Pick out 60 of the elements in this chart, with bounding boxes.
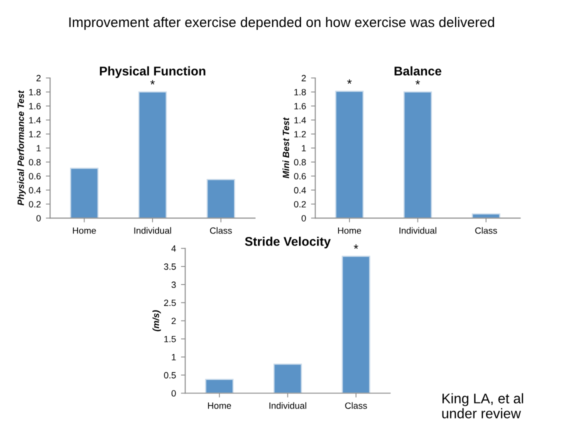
x-tick-label: Home <box>208 402 232 409</box>
y-tick-label: 0.4 <box>28 187 41 194</box>
chart-title: Stride Velocity <box>244 236 331 248</box>
y-tick-label: 0.6 <box>28 173 41 180</box>
x-tick-label: Class <box>475 227 498 234</box>
bar <box>206 179 236 218</box>
y-tick-label: 1.6 <box>294 102 306 110</box>
y-tick-label: 2 <box>36 74 41 82</box>
bar <box>335 90 364 218</box>
y-tick-label: 0.2 <box>294 201 306 208</box>
y-tick-label: 1.6 <box>29 102 41 110</box>
y-tick-label: 1.8 <box>294 88 306 96</box>
y-tick-label: 0.8 <box>28 159 41 166</box>
y-tick-label: 1 <box>36 145 41 152</box>
bar <box>273 364 302 394</box>
bar <box>205 378 234 394</box>
y-axis-title: (m/s) <box>152 310 161 332</box>
chart-title: Balance <box>394 66 442 76</box>
annotation: * <box>416 80 420 84</box>
y-tick-label: 1.8 <box>29 88 41 96</box>
y-tick-label: 0.6 <box>294 173 306 180</box>
annotation: * <box>150 80 155 84</box>
x-tick-label: Individual <box>400 227 436 234</box>
x-tick-label: Individual <box>269 402 306 409</box>
y-tick-label: 3.5 <box>164 263 176 270</box>
x-tick-label: Class <box>210 227 232 234</box>
bar <box>70 168 98 218</box>
bar <box>138 91 167 218</box>
bar <box>404 91 432 218</box>
y-tick-label: 0.5 <box>164 372 176 378</box>
y-axis-title: Mini Best Test <box>282 117 290 178</box>
annotation: * <box>347 79 352 84</box>
x-tick-label: Home <box>338 227 362 234</box>
x-tick-label: Class <box>345 402 367 409</box>
x-tick-label: Individual <box>134 227 172 234</box>
y-tick-label: 3 <box>172 282 176 288</box>
y-tick-label: 0 <box>36 215 41 222</box>
y-tick-label: 1.4 <box>294 117 306 124</box>
y-tick-label: 1.5 <box>164 336 176 342</box>
y-tick-label: 1.4 <box>29 117 41 124</box>
text: Improvement after exercise depended on how exercise was delivered <box>69 16 494 30</box>
y-tick-label: 0.8 <box>294 159 306 166</box>
y-tick-label: 0.2 <box>28 201 41 208</box>
y-tick-label: 1 <box>302 145 306 152</box>
annotation: * <box>354 244 358 249</box>
y-tick-label: 0 <box>302 215 306 222</box>
y-tick-label: 1 <box>172 354 176 360</box>
bar <box>342 256 370 394</box>
y-tick-label: 1.2 <box>29 130 41 138</box>
y-tick-label: 2 <box>302 74 306 82</box>
y-tick-label: 1.2 <box>294 130 306 138</box>
y-tick-label: 2 <box>172 318 176 324</box>
x-tick-label: Home <box>72 227 96 234</box>
y-tick-label: 4 <box>171 245 176 252</box>
y-tick-label: 0 <box>172 390 176 397</box>
y-tick-label: 2.5 <box>164 300 176 306</box>
y-axis-title: Physical Performance Test <box>17 90 26 206</box>
text: King LA, et al under review <box>442 393 524 418</box>
y-tick-label: 0.4 <box>294 187 306 194</box>
chart-title: Physical Function <box>100 66 206 78</box>
